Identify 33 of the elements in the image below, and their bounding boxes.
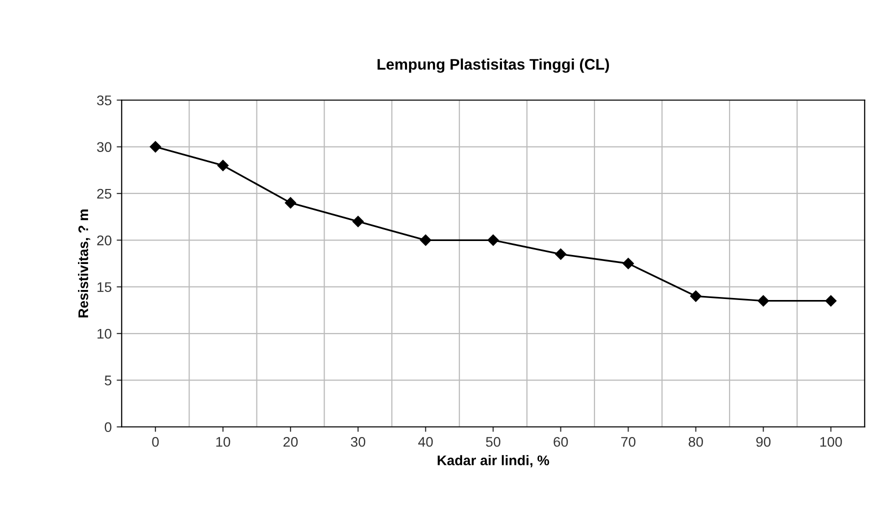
x-tick-label: 80 <box>688 436 703 447</box>
y-tick-label: 20 <box>97 235 112 246</box>
point <box>217 160 229 172</box>
point <box>622 258 634 270</box>
point <box>555 248 566 260</box>
y-tick-label: 15 <box>98 282 112 292</box>
x-tick-label: 100 <box>820 436 842 447</box>
x-tick-label: 20 <box>284 436 298 447</box>
y-tick-label: 0 <box>104 422 112 432</box>
y-tick-label: 35 <box>97 95 112 106</box>
x-tick-label: 10 <box>216 436 230 447</box>
point <box>284 197 296 208</box>
x-tick-label: 60 <box>554 436 568 447</box>
point <box>488 234 499 246</box>
y-tick-label: 5 <box>104 376 112 386</box>
y-tick-label: 10 <box>98 328 112 339</box>
point <box>150 141 162 152</box>
chart-title: Lempung Plastisitas Tinggi (CL) <box>378 58 609 73</box>
y-axis-title: Resistivitas, ? m <box>78 210 90 318</box>
point <box>352 216 364 228</box>
point <box>825 295 836 306</box>
point <box>758 295 769 306</box>
x-tick-label: 70 <box>621 436 636 447</box>
x-axis-title: Kadar air lindi, % <box>438 455 550 468</box>
x-tick-label: 90 <box>756 436 771 447</box>
point <box>690 290 702 302</box>
y-tick-label: 25 <box>97 188 112 199</box>
x-tick-label: 50 <box>486 436 500 447</box>
x-tick-label: 30 <box>350 436 366 447</box>
point <box>420 234 432 246</box>
x-tick-label: 40 <box>418 436 433 447</box>
x-tick-label: 0 <box>152 436 159 447</box>
y-tick-label: 30 <box>97 142 112 152</box>
